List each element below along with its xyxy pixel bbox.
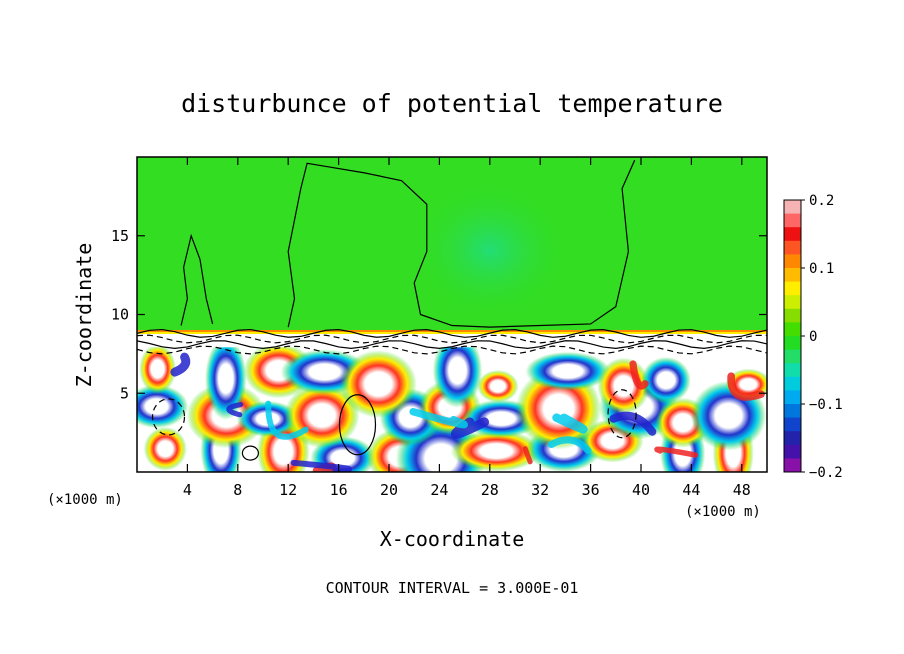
contour-line <box>241 445 259 461</box>
x-tick-label: 4 <box>183 481 192 499</box>
colorbar-swatch <box>784 444 801 459</box>
turbulent-strand <box>226 402 244 418</box>
colorbar-swatch <box>784 336 801 351</box>
x-tick-label: 12 <box>279 481 297 499</box>
lower-turbulent-layer <box>137 333 767 472</box>
contour-line <box>137 340 767 349</box>
colorbar-swatch <box>784 363 801 378</box>
cold-eddy <box>137 384 189 429</box>
cold-eddy <box>432 333 483 408</box>
colorbar-tick-label: 0.2 <box>809 193 834 209</box>
x-tick-label: 28 <box>481 481 499 499</box>
x-axis-label: X-coordinate <box>380 527 525 551</box>
inversion-strip-orange <box>137 330 767 332</box>
y-tick-label: 10 <box>111 306 129 324</box>
warm-eddy <box>139 343 177 394</box>
turbulent-strand <box>727 372 765 401</box>
warm-eddy <box>477 370 519 403</box>
contour-line <box>607 389 637 439</box>
cold-eddy <box>525 351 611 391</box>
colorbar-swatch <box>784 404 801 419</box>
colorbar-tick-label: −0.2 <box>809 465 843 481</box>
turbulent-strand <box>609 411 657 436</box>
contour-line <box>151 398 186 436</box>
colorbar-swatch <box>784 349 801 364</box>
x-tick-label: 20 <box>380 481 398 499</box>
contour-line <box>287 159 636 328</box>
cold-eddy <box>205 337 247 420</box>
x-tick-label: 36 <box>582 481 600 499</box>
colorbar-swatch <box>784 295 801 310</box>
warm-eddy <box>339 350 417 418</box>
y-axis-label: Z-coordinate <box>72 243 96 388</box>
turbulent-strand <box>170 352 191 377</box>
turbulent-strand <box>409 408 468 429</box>
colorbar-swatch <box>784 308 801 323</box>
colorbar-swatch <box>784 268 801 283</box>
colorbar-swatch <box>784 281 801 296</box>
x-tick-label: 16 <box>330 481 348 499</box>
x-tick-label: 48 <box>733 481 751 499</box>
turbulent-strand <box>654 446 699 458</box>
x-tick-label: 44 <box>682 481 700 499</box>
colorbar-swatch <box>784 376 801 391</box>
colorbar-swatch <box>784 200 801 215</box>
x-unit-label-right: (×1000 m) <box>685 504 761 520</box>
colorbar-swatch <box>784 458 801 473</box>
y-tick-label: 5 <box>120 384 129 402</box>
contour-line <box>137 345 767 355</box>
warm-eddy <box>450 430 542 472</box>
warm-eddy <box>143 426 187 471</box>
central-cool-patch <box>410 180 570 320</box>
y-tick-label: 15 <box>111 227 129 245</box>
colorbar-tick-label: 0.1 <box>809 261 834 277</box>
contour-interval-footer: CONTOUR INTERVAL = 3.000E-01 <box>326 579 579 597</box>
cold-eddy <box>641 356 691 404</box>
turbulent-strand <box>552 413 588 434</box>
colorbar-swatch <box>784 254 801 269</box>
colorbar: 0.2 0.1 0 −0.1 −0.2 <box>783 193 843 481</box>
turbulent-strand <box>265 400 309 440</box>
x-tick-label: 24 <box>430 481 448 499</box>
colorbar-swatch <box>784 213 801 228</box>
colorbar-swatch <box>784 431 801 446</box>
y-axis-ticks: 5 10 15 <box>111 227 767 402</box>
colorbar-swatch <box>784 227 801 242</box>
chart-title: disturbunce of potential temperature <box>181 89 723 118</box>
x-tick-label: 8 <box>233 481 242 499</box>
colorbar-swatch <box>784 322 801 337</box>
contour-line <box>180 233 214 326</box>
turbulent-strand <box>629 360 649 390</box>
plot-area <box>137 157 767 472</box>
colorbar-swatch <box>784 417 801 432</box>
x-tick-label: 32 <box>531 481 549 499</box>
contour-line <box>137 334 767 344</box>
x-unit-label: (×1000 m) <box>47 492 123 508</box>
colorbar-tick-label: −0.1 <box>809 397 843 413</box>
turbulent-strand <box>522 446 533 465</box>
contour-line <box>137 328 767 338</box>
x-axis-ticks: 4 8 12 16 20 24 28 32 36 40 44 48 <box>183 157 751 499</box>
x-tick-label: 40 <box>632 481 650 499</box>
colorbar-swatch <box>784 390 801 405</box>
turbulent-strand <box>547 436 592 454</box>
colorbar-swatch <box>784 240 801 255</box>
contour-lines <box>137 159 767 461</box>
contour-line <box>338 394 377 456</box>
turbulent-strand <box>290 459 352 472</box>
colorbar-tick-label: 0 <box>809 329 817 345</box>
inversion-strip-yellow <box>137 332 767 334</box>
